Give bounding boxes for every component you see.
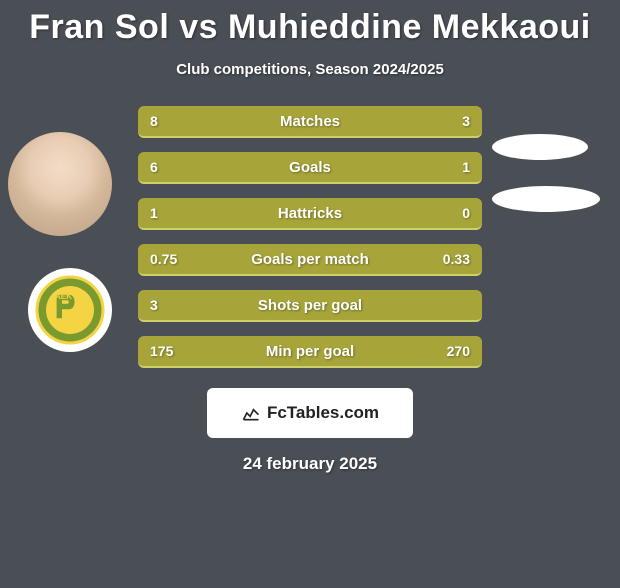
stat-left-value: 1 xyxy=(150,205,158,221)
subtitle: Club competitions, Season 2024/2025 xyxy=(0,61,620,78)
stat-right-value: 3 xyxy=(462,113,470,129)
main-container: Fran Sol vs Muhieddine Mekkaoui Club com… xyxy=(0,8,620,474)
stat-row: 1 Hattricks 0 xyxy=(138,198,482,230)
player1-avatar xyxy=(8,132,112,236)
stat-right-value: 1 xyxy=(462,159,470,175)
stat-row: 8 Matches 3 xyxy=(138,106,482,138)
brand-text: FcTables.com xyxy=(267,403,379,423)
club-badge-icon: AEK xyxy=(35,275,105,345)
stat-row: 0.75 Goals per match 0.33 xyxy=(138,244,482,276)
stat-left-value: 0.75 xyxy=(150,251,177,267)
stat-right-value: 0 xyxy=(462,205,470,221)
chart-icon xyxy=(241,403,261,423)
stat-right-value: 270 xyxy=(447,343,470,359)
stat-left-value: 8 xyxy=(150,113,158,129)
stat-row: 6 Goals 1 xyxy=(138,152,482,184)
player2-indicator xyxy=(492,186,600,212)
stat-label: Hattricks xyxy=(278,205,342,222)
stat-label: Goals per match xyxy=(251,251,369,268)
svg-text:AEK: AEK xyxy=(55,292,72,301)
stat-row: 175 Min per goal 270 xyxy=(138,336,482,368)
stat-right-value: 0.33 xyxy=(443,251,470,267)
stat-left-value: 3 xyxy=(150,297,158,313)
stat-row: 3 Shots per goal xyxy=(138,290,482,322)
branding-box: FcTables.com xyxy=(207,388,413,438)
stat-label: Min per goal xyxy=(266,343,354,360)
date-text: 24 february 2025 xyxy=(0,454,620,474)
stat-label: Goals xyxy=(289,159,331,176)
stat-left-value: 6 xyxy=(150,159,158,175)
page-title: Fran Sol vs Muhieddine Mekkaoui xyxy=(0,8,620,47)
stat-label: Shots per goal xyxy=(258,297,362,314)
player2-badge: AEK xyxy=(28,268,112,352)
stat-left-value: 175 xyxy=(150,343,173,359)
stat-label: Matches xyxy=(280,113,340,130)
player1-indicator xyxy=(492,134,588,160)
